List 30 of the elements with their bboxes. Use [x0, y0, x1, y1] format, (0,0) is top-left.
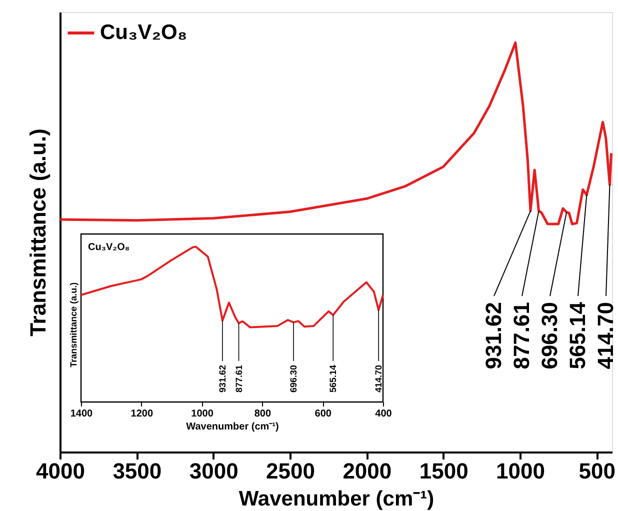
annotation: 877.61 — [234, 365, 244, 393]
x-tick-label: 2500 — [266, 458, 315, 484]
annotation: 931.62 — [481, 302, 506, 370]
y-axis-title: Transmittance (a.u.) — [26, 128, 50, 336]
x-tick-label: 1000 — [191, 408, 214, 420]
x-tick-label: 600 — [314, 408, 332, 420]
x-tick-label: 1400 — [70, 408, 94, 420]
x-axis-title: Wavenumber (cm⁻¹) — [186, 422, 279, 432]
x-tick-label: 3500 — [112, 458, 162, 484]
x-tick-label: 3000 — [189, 458, 238, 484]
x-tick-label: 1500 — [419, 458, 468, 484]
annotation: 931.62 — [217, 365, 228, 393]
annotation: 414.70 — [374, 365, 384, 393]
annotation: 565.14 — [565, 301, 590, 370]
x-tick-label: 800 — [254, 408, 272, 420]
x-tick-label: 4000 — [36, 458, 85, 484]
x-tick-label: 2000 — [342, 458, 392, 484]
annotation: 565.14 — [328, 365, 338, 393]
annotation: 877.61 — [509, 302, 534, 370]
x-axis-title: Wavenumber (cm⁻¹) — [238, 488, 434, 510]
annotation: 696.30 — [537, 302, 562, 370]
annotation: 414.70 — [593, 302, 618, 370]
annotation: 696.30 — [288, 365, 299, 393]
x-tick-label: 1200 — [130, 408, 154, 420]
legend-label: Cu₃V₂O₈ — [100, 21, 188, 44]
x-tick-label: 400 — [375, 408, 392, 420]
x-tick-label: 1000 — [496, 458, 545, 484]
chart-title: Cu₃V₂O₈ — [88, 242, 130, 253]
x-tick-label: 500 — [578, 458, 616, 484]
y-axis-title: Transmittance (a.u.) — [68, 282, 78, 368]
